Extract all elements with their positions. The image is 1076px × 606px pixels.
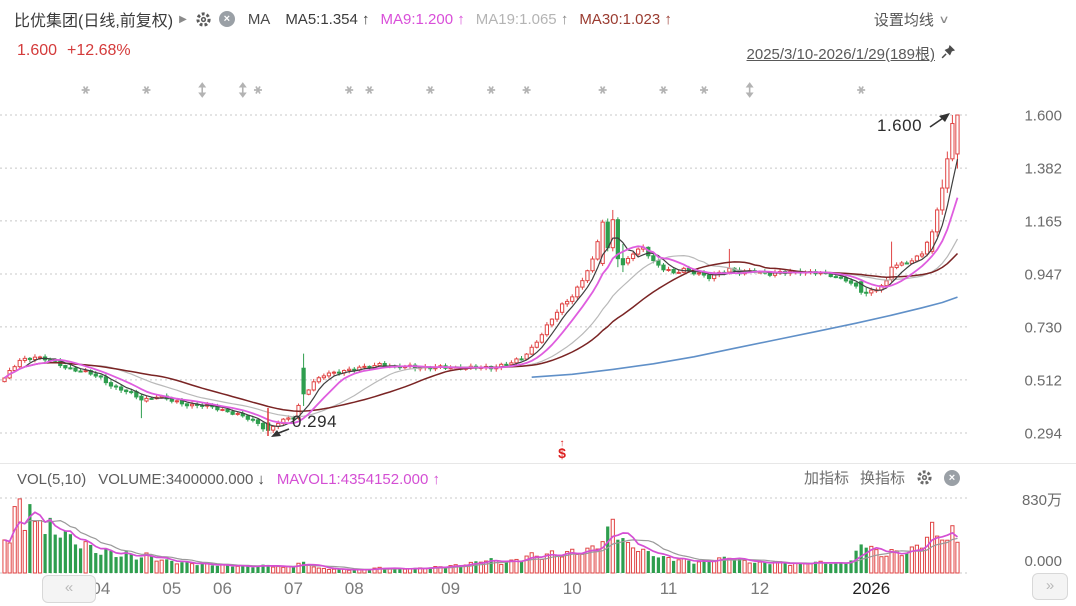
last-price-change: 1.600 +12.68% — [17, 42, 131, 60]
volume-chart[interactable]: 830万 0.000 — [0, 492, 1076, 576]
svg-text:0.512: 0.512 — [1024, 372, 1062, 389]
add-indicator-button[interactable]: 加指标 — [803, 470, 849, 487]
pin-icon[interactable] — [941, 44, 956, 64]
main-candlestick-chart[interactable]: 1.600 1.382 1.165 0.947 0.730 0.512 0.294 — [0, 65, 1076, 465]
switch-indicator-button[interactable]: 换指标 — [859, 470, 905, 487]
volume-close-icon[interactable]: × — [944, 469, 960, 486]
gear-icon[interactable] — [195, 11, 212, 28]
ma-settings-button[interactable]: 设置均线 ∨ — [873, 12, 950, 29]
high-annotation: 1.600 — [877, 116, 923, 135]
date-axis: 04 05 06 07 08 09 10 11 12 2026 — [0, 576, 1076, 606]
scroll-left-button[interactable]: « — [42, 575, 96, 603]
dividend-event-icon[interactable]: ↑ $ — [558, 438, 566, 461]
chart-header: 比优集团(日线,前复权) ▶ × MA MA5:1.354 ↑ MA9:1.20… — [14, 7, 672, 31]
volume-down-arrow: ↓ — [257, 470, 265, 488]
mavol1-value: MAVOL1:4354152.000 ↑ — [276, 470, 440, 488]
month-tick: 10 — [562, 579, 582, 598]
scroll-right-button[interactable]: » — [1032, 573, 1068, 600]
ma19-value: MA19:1.065 ↑ — [475, 10, 569, 28]
ma-group-label: MA — [247, 10, 271, 28]
last-price: 1.600 — [17, 42, 58, 59]
svg-text:0.730: 0.730 — [1024, 319, 1062, 336]
ma9-value: MA9:1.200 ↑ — [380, 10, 465, 28]
pane-divider — [0, 463, 1076, 464]
month-tick: 04 — [91, 579, 111, 598]
volume-toolbar: 加指标 换指标 × — [804, 467, 960, 488]
low-annotation: 0.294 — [292, 412, 338, 431]
close-icon[interactable]: × — [218, 11, 235, 27]
date-range-link[interactable]: 2025/3/10-2026/1/29(189根) — [747, 43, 956, 64]
svg-text:0.294: 0.294 — [1024, 426, 1062, 443]
month-tick: 11 — [659, 579, 678, 598]
month-tick: 08 — [344, 579, 364, 598]
volume-gear-icon[interactable] — [916, 469, 933, 486]
ma5-value: MA5:1.354 ↑ — [285, 10, 370, 28]
price-change-pct: +12.68% — [67, 42, 131, 59]
volume-header: VOL(5,10) VOLUME:3400000.000 ↓ MAVOL1:43… — [17, 467, 440, 491]
svg-text:0.000: 0.000 — [1024, 553, 1062, 570]
month-tick: 05 — [162, 579, 182, 598]
svg-text:1.382: 1.382 — [1024, 161, 1062, 178]
vol-indicator-label: VOL(5,10) — [17, 470, 87, 488]
month-tick: 12 — [750, 579, 770, 598]
svg-text:1.600: 1.600 — [1024, 108, 1062, 125]
ma30-value: MA30:1.023 ↑ — [579, 10, 672, 28]
expand-arrow-icon[interactable]: ▶ — [179, 13, 187, 25]
chevron-down-icon: ∨ — [938, 14, 950, 26]
svg-text:830万: 830万 — [1022, 492, 1062, 509]
month-tick: 2026 — [852, 579, 891, 598]
month-tick: 06 — [213, 579, 232, 598]
symbol-title[interactable]: 比优集团(日线,前复权) — [14, 13, 174, 30]
svg-text:1.165: 1.165 — [1024, 213, 1062, 230]
month-tick: 09 — [441, 579, 461, 598]
month-tick: 07 — [283, 579, 303, 598]
volume-value: VOLUME:3400000.000 — [98, 470, 254, 488]
svg-text:0.947: 0.947 — [1024, 267, 1062, 284]
